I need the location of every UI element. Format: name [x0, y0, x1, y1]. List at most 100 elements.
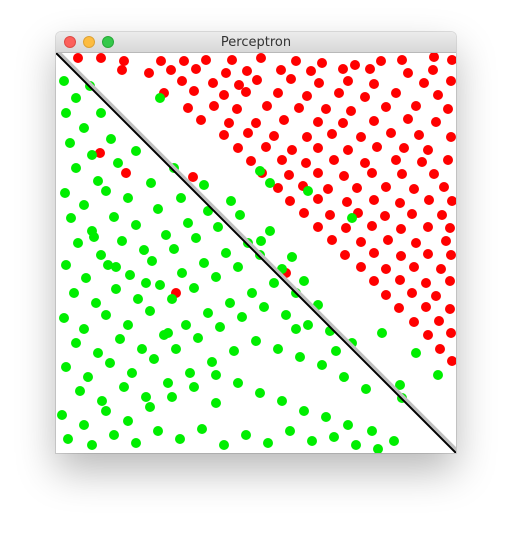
point-above [73, 53, 83, 63]
point-above [302, 132, 312, 142]
point-above [179, 56, 189, 66]
point-above [232, 104, 242, 114]
point-below [106, 134, 116, 144]
point-above [352, 183, 362, 193]
point-above [188, 172, 198, 182]
point-below [131, 146, 141, 156]
point-above [313, 143, 323, 153]
point-below [235, 210, 245, 220]
point-above [431, 291, 441, 301]
point-below [145, 306, 155, 316]
point-above [367, 168, 377, 178]
point-above [208, 78, 218, 88]
point-above [313, 117, 323, 127]
point-above [356, 237, 366, 247]
title-bar[interactable]: Perceptron [56, 32, 456, 53]
point-above [242, 66, 252, 76]
point-below [273, 344, 283, 354]
point-above [394, 303, 404, 313]
point-below [133, 294, 143, 304]
point-above [356, 132, 366, 142]
point-above [291, 56, 301, 66]
point-below [89, 232, 99, 242]
point-below [71, 163, 81, 173]
point-below [87, 150, 97, 160]
point-below [395, 380, 405, 390]
point-above [183, 103, 193, 113]
zoom-icon[interactable] [102, 36, 114, 48]
point-above [189, 86, 199, 96]
point-above [314, 78, 324, 88]
point-below [367, 426, 377, 436]
point-above [360, 92, 370, 102]
separator-line [56, 53, 456, 453]
point-below [203, 308, 213, 318]
point-above [407, 288, 417, 298]
point-below [269, 278, 279, 288]
point-below [211, 398, 221, 408]
point-above [367, 221, 377, 231]
point-above [338, 64, 348, 74]
point-above [396, 251, 406, 261]
point-above [411, 101, 421, 111]
point-above [429, 169, 439, 179]
point-above [369, 79, 379, 89]
point-above [419, 78, 429, 88]
point-below [97, 396, 107, 406]
point-above [313, 222, 323, 232]
point-above [391, 155, 401, 165]
point-below [119, 382, 129, 392]
point-below [373, 444, 383, 453]
point-below [105, 358, 115, 368]
point-below [343, 420, 353, 430]
point-above [369, 116, 379, 126]
point-below [233, 262, 243, 272]
point-above [423, 145, 433, 155]
point-above [251, 118, 261, 128]
point-below [145, 402, 155, 412]
point-above [397, 55, 407, 65]
point-above [369, 248, 379, 258]
point-above [340, 250, 350, 260]
scatter-plot [56, 53, 456, 453]
point-below [213, 222, 223, 232]
point-below [183, 218, 193, 228]
point-above [403, 68, 413, 78]
point-above [423, 249, 433, 259]
point-below [101, 186, 111, 196]
point-above [446, 250, 456, 260]
point-above [313, 194, 323, 204]
point-below [295, 352, 305, 362]
point-above [421, 278, 431, 288]
point-above [443, 155, 453, 165]
point-above [395, 275, 405, 285]
point-above [327, 129, 337, 139]
point-below [287, 252, 297, 262]
point-above [273, 88, 283, 98]
point-above [96, 53, 106, 63]
point-below [265, 226, 275, 236]
point-above [119, 56, 129, 66]
point-below [299, 276, 309, 286]
point-above [360, 158, 370, 168]
point-below [339, 372, 349, 382]
point-above [241, 87, 251, 97]
close-icon[interactable] [64, 36, 76, 48]
point-above [447, 55, 456, 65]
point-above [261, 142, 271, 152]
point-below [193, 333, 203, 343]
point-below [185, 368, 195, 378]
point-above [409, 262, 419, 272]
point-below [155, 280, 165, 290]
point-below [263, 438, 273, 448]
point-above [196, 115, 206, 125]
point-above [431, 117, 441, 127]
point-above [381, 290, 391, 300]
point-above [219, 90, 229, 100]
minimize-icon[interactable] [83, 36, 95, 48]
point-above [383, 235, 393, 245]
point-above [227, 55, 237, 65]
point-below [331, 346, 341, 356]
point-above [411, 238, 421, 248]
point-above [294, 103, 304, 113]
